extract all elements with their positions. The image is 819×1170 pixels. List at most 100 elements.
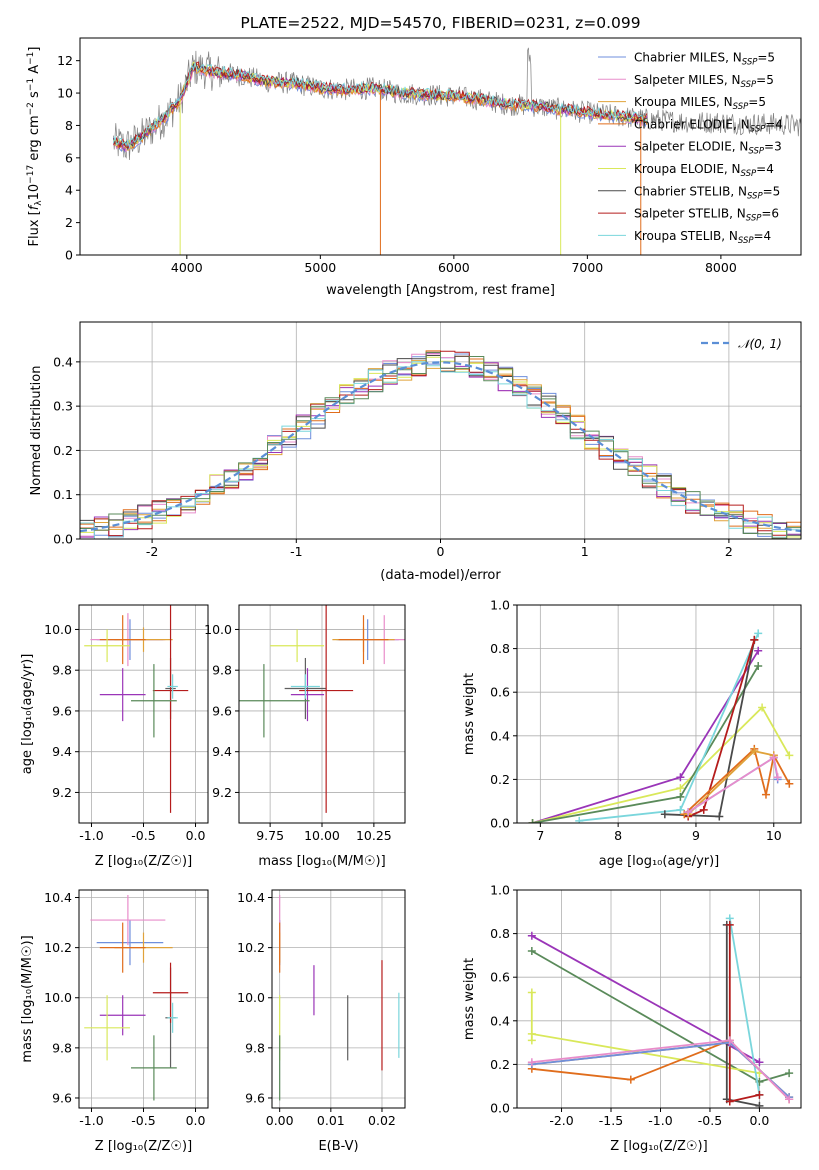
y-tick-label: 4 (65, 183, 73, 198)
weight-marker (527, 931, 536, 940)
y-tick-label: 0.2 (490, 1057, 510, 1072)
y-axis-label: Normed distribution (29, 366, 44, 496)
y-tick-label: 0.0 (53, 532, 73, 547)
y-tick-label: 10.0 (44, 622, 72, 637)
errorbar-point (270, 629, 325, 663)
x-tick-label: 1 (581, 544, 589, 559)
weight-marker (761, 790, 770, 799)
x-axis-label: age [log₁₀(age/yr)] (599, 854, 720, 869)
x-axis-label: Z [log₁₀(Z/Z☉)] (95, 1139, 192, 1154)
weight-marker (785, 1069, 794, 1078)
weight-series (527, 988, 764, 1078)
x-tick-label: 10.25 (356, 828, 392, 843)
x-tick-label: 6000 (438, 260, 470, 275)
y-tick-label: 0.0 (490, 1101, 510, 1116)
errorbar-point (338, 615, 389, 665)
y-tick-label: 10.0 (204, 622, 232, 637)
weight-series (684, 753, 782, 817)
weight-marker (725, 1036, 734, 1045)
residual-histogram (80, 355, 801, 539)
weight-marker (754, 629, 763, 638)
errorbar-point (90, 895, 166, 946)
legend-entry: Chabrier STELIB, NSSP=5 (598, 184, 780, 201)
y-tick-label: 10.2 (44, 940, 72, 955)
y-tick-label: 9.6 (212, 703, 232, 718)
y-tick-label: 10.0 (237, 990, 265, 1005)
chart-panel-6: -1.0 -0.5 0.0 9.6 9.8 10.0 10.2 10.4 Z [log₁₀(Z/… (20, 889, 209, 1154)
x-tick-label: -1 (290, 544, 302, 559)
x-tick-label: 9 (692, 828, 700, 843)
x-tick-label: -0.5 (698, 1113, 722, 1128)
legend-entry: Salpeter MILES, NSSP=5 (598, 73, 774, 90)
chart-title: PLATE=2522, MJD=54570, FIBERID=0231, z=0… (240, 14, 640, 32)
weight-series (527, 947, 794, 1086)
y-tick-label: 9.2 (52, 785, 72, 800)
y-tick-label: 9.4 (52, 744, 72, 759)
chart-panel-3: -1.0 -0.5 0.0 9.2 9.4 9.6 9.8 10.0 Z [log₁₀(Z/Z☉… (20, 604, 209, 869)
x-tick-label: -0.5 (131, 1113, 155, 1128)
legend-entry: Chabrier ELODIE, NSSP=4 (598, 117, 783, 134)
weight-marker (528, 819, 537, 823)
x-tick-label: 9.75 (256, 828, 284, 843)
x-tick-label: -0.5 (131, 828, 155, 843)
legend-label: Kroupa ELODIE, NSSP=4 (634, 162, 774, 179)
weight-marker (527, 988, 536, 997)
residual-histogram (80, 353, 801, 539)
y-tick-label: 2 (65, 215, 73, 230)
weight-marker (660, 810, 669, 819)
weight-line (532, 706, 791, 823)
weight-marker (626, 1075, 635, 1084)
y-tick-label: 9.6 (52, 703, 72, 718)
x-tick-label: 0.0 (186, 828, 206, 843)
legend: Chabrier MILES, NSSP=5 Salpeter MILES, NS… (598, 51, 783, 246)
legend-label: 𝒩(0, 1) (738, 337, 782, 351)
x-axis-label: Z [log₁₀(Z/Z☉)] (95, 854, 192, 869)
chart-panel-7: 0.00 0.01 0.02 9.6 9.8 10.0 10.2 10.4 E(B-V) (237, 889, 406, 1154)
y-tick-label: 0.8 (490, 641, 510, 656)
weight-marker (755, 1058, 764, 1067)
x-tick-label: 0.0 (749, 1113, 769, 1128)
residual-histogram (80, 361, 801, 539)
plot-area (272, 890, 405, 1108)
legend-label: Salpeter ELODIE, NSSP=3 (634, 140, 782, 157)
errorbar-point (84, 995, 130, 1061)
residual-histogram (80, 360, 801, 539)
y-tick-label: 0.1 (53, 487, 73, 502)
y-tick-label: 10.4 (44, 890, 72, 905)
errorbar-point (167, 674, 178, 699)
weight-series (527, 1036, 794, 1104)
y-tick-label: 10 (57, 86, 73, 101)
y-tick-label: 9.8 (212, 663, 232, 678)
x-tick-label: -1.5 (599, 1113, 623, 1128)
weight-marker (725, 1097, 734, 1106)
weight-series (527, 931, 764, 1067)
legend-label: Salpeter STELIB, NSSP=6 (634, 207, 779, 224)
x-tick-label: -1.0 (79, 1113, 103, 1128)
y-tick-label: 1.0 (490, 598, 510, 613)
y-tick-label: 9.2 (212, 785, 232, 800)
errorbar-point (239, 664, 310, 738)
x-tick-label: 2 (725, 544, 733, 559)
x-tick-label: 10.00 (304, 828, 340, 843)
weight-marker (676, 792, 685, 801)
normal-curve (80, 361, 801, 533)
y-tick-label: 0.2 (53, 443, 73, 458)
y-tick-label: 0.4 (490, 1013, 510, 1028)
legend-label: Kroupa MILES, NSSP=5 (634, 95, 766, 112)
errorbar-point (299, 605, 354, 813)
weight-marker (785, 779, 794, 788)
residual-histogram (80, 356, 801, 539)
weight-marker (676, 784, 685, 793)
weight-marker (699, 805, 708, 814)
chart-panel-5: 7 8 9 10 0.0 0.2 0.4 0.6 0.8 1.0 age [log₁₀(age/yr… (462, 598, 802, 869)
y-tick-label: 10.4 (237, 890, 265, 905)
y-tick-label: 0.6 (490, 685, 510, 700)
y-tick-label: 10.0 (44, 990, 72, 1005)
y-tick-label: 6 (65, 150, 73, 165)
x-tick-label: 0.02 (368, 1113, 396, 1128)
weight-marker (755, 1090, 764, 1099)
weight-line (728, 924, 760, 1103)
y-tick-label: 0.8 (490, 926, 510, 941)
y-tick-label: 0.4 (53, 354, 73, 369)
weight-marker (676, 805, 685, 814)
